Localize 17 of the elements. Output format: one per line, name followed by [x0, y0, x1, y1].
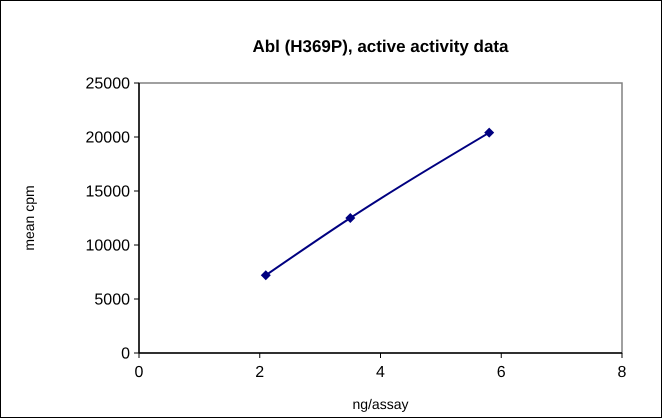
- x-axis-title: ng/assay: [352, 396, 409, 412]
- point: [345, 213, 356, 223]
- y-tick-label: 10000: [86, 238, 130, 255]
- x-tick-label: 2: [255, 364, 264, 381]
- y-axis-title: mean cpm: [21, 185, 37, 251]
- y-tick-label: 25000: [86, 76, 130, 93]
- x-tick-label: 6: [496, 364, 506, 381]
- x-tick-label: 4: [376, 364, 386, 381]
- x-tick-label: 0: [134, 364, 144, 381]
- y-tick-label: 15000: [86, 184, 130, 201]
- point: [484, 128, 494, 138]
- y-tick-label: 5000: [94, 292, 130, 309]
- y-tick-label: 0: [121, 346, 130, 363]
- point: [260, 270, 271, 280]
- y-tick-label: 20000: [86, 130, 130, 147]
- chart-title: Abl (H369P), active activity data: [252, 37, 510, 56]
- x-tick-label: 8: [618, 364, 627, 381]
